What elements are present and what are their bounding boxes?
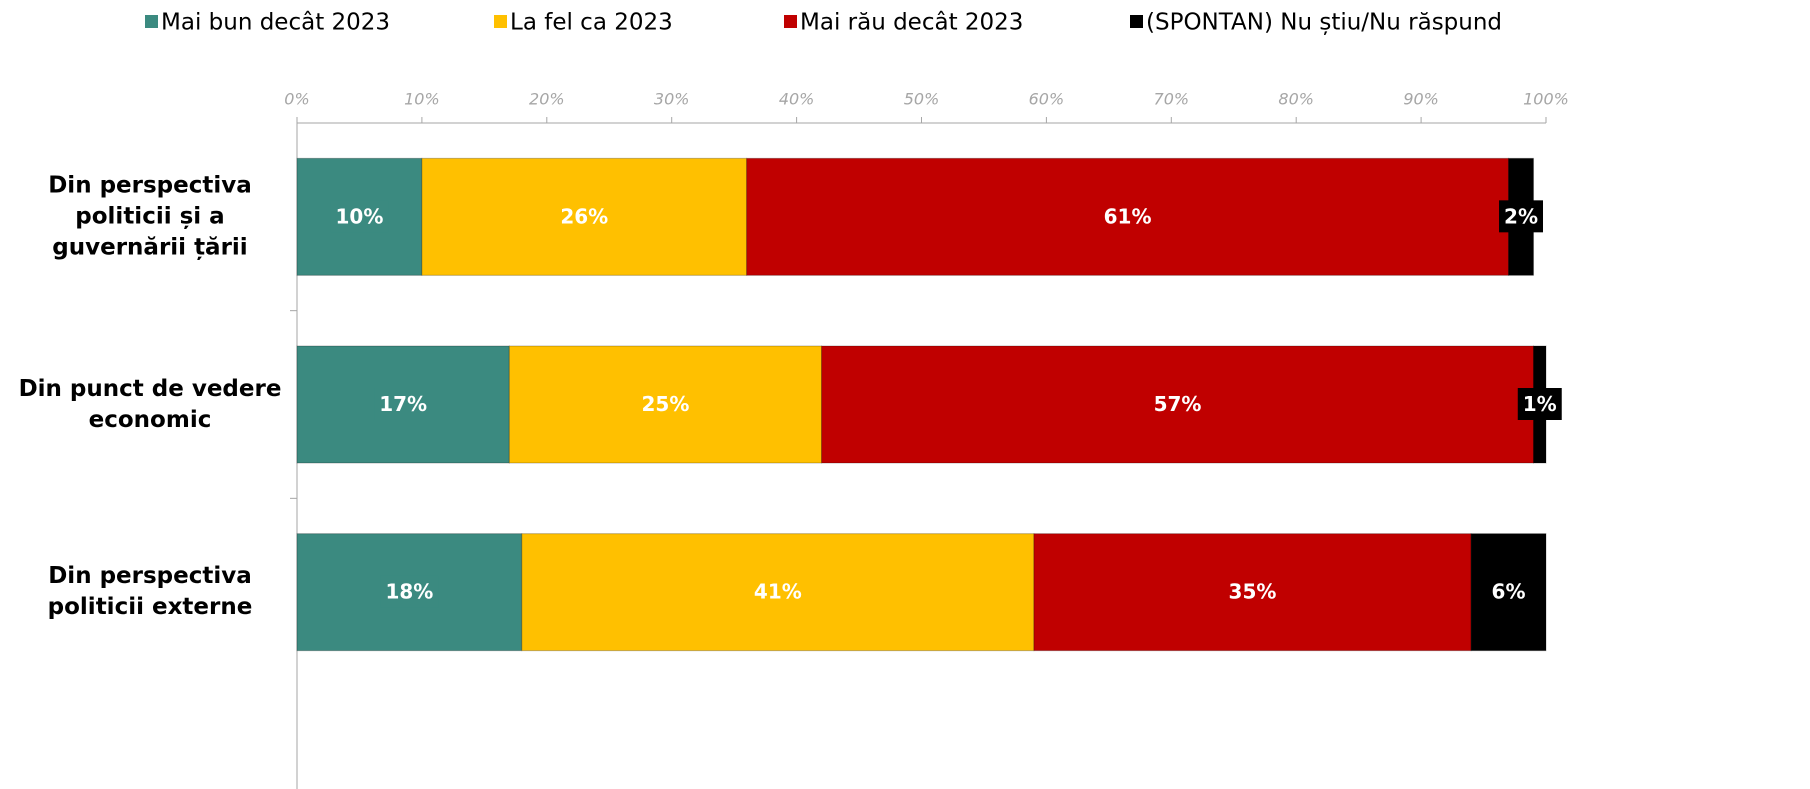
legend-swatch (1130, 15, 1143, 28)
data-label: 57% (1154, 392, 1202, 416)
data-label: 35% (1229, 580, 1277, 604)
legend-label: Mai rău decât 2023 (800, 10, 1023, 36)
x-tick-label: 100% (1523, 90, 1569, 109)
data-label: 6% (1492, 580, 1526, 604)
x-tick-label: 30% (654, 90, 690, 109)
x-tick-label: 0% (284, 90, 309, 109)
legend-label: La fel ca 2023 (510, 10, 673, 36)
data-label-bg (374, 388, 433, 420)
data-label: 41% (754, 580, 802, 604)
data-label: 18% (385, 580, 433, 604)
category-label: Din perspectiva politicii externe (47, 563, 253, 621)
x-tick-label: 20% (529, 90, 565, 109)
legend-swatch (145, 15, 158, 28)
data-label: 2% (1504, 204, 1538, 228)
data-label-bg (1486, 575, 1531, 608)
legend-label: (SPONTAN) Nu știu/Nu răspund (1146, 10, 1502, 36)
category-label: Din punct de vedere economic (18, 375, 282, 433)
x-tick-label: 50% (904, 90, 940, 109)
legend-swatch (784, 15, 797, 28)
data-label-bg (636, 388, 695, 420)
x-tick-label: 70% (1154, 90, 1190, 109)
data-label: 25% (642, 392, 690, 416)
x-tick-label: 80% (1278, 90, 1314, 109)
data-label-bg (1223, 575, 1282, 608)
x-tick-label: 90% (1403, 90, 1439, 109)
data-label-bg (555, 200, 614, 233)
data-label-bg (330, 200, 389, 233)
x-tick-label: 10% (404, 90, 440, 109)
data-label: 26% (560, 204, 608, 228)
data-label-bg (1517, 388, 1562, 420)
data-label-bg (1499, 200, 1544, 233)
data-label: 17% (379, 392, 427, 416)
data-label-bg (380, 575, 439, 608)
data-label: 61% (1104, 204, 1152, 228)
x-tick-label: 60% (1029, 90, 1065, 109)
x-tick-label: 40% (779, 90, 815, 109)
data-label-bg (1148, 388, 1207, 420)
data-label-bg (748, 575, 807, 608)
legend-swatch (494, 15, 507, 28)
legend-label: Mai bun decât 2023 (161, 10, 390, 36)
data-label-bg (1098, 200, 1157, 233)
data-label: 1% (1523, 392, 1557, 416)
category-label: Din perspectiva politicii și a guvernări… (48, 172, 252, 261)
data-label: 10% (336, 204, 384, 228)
